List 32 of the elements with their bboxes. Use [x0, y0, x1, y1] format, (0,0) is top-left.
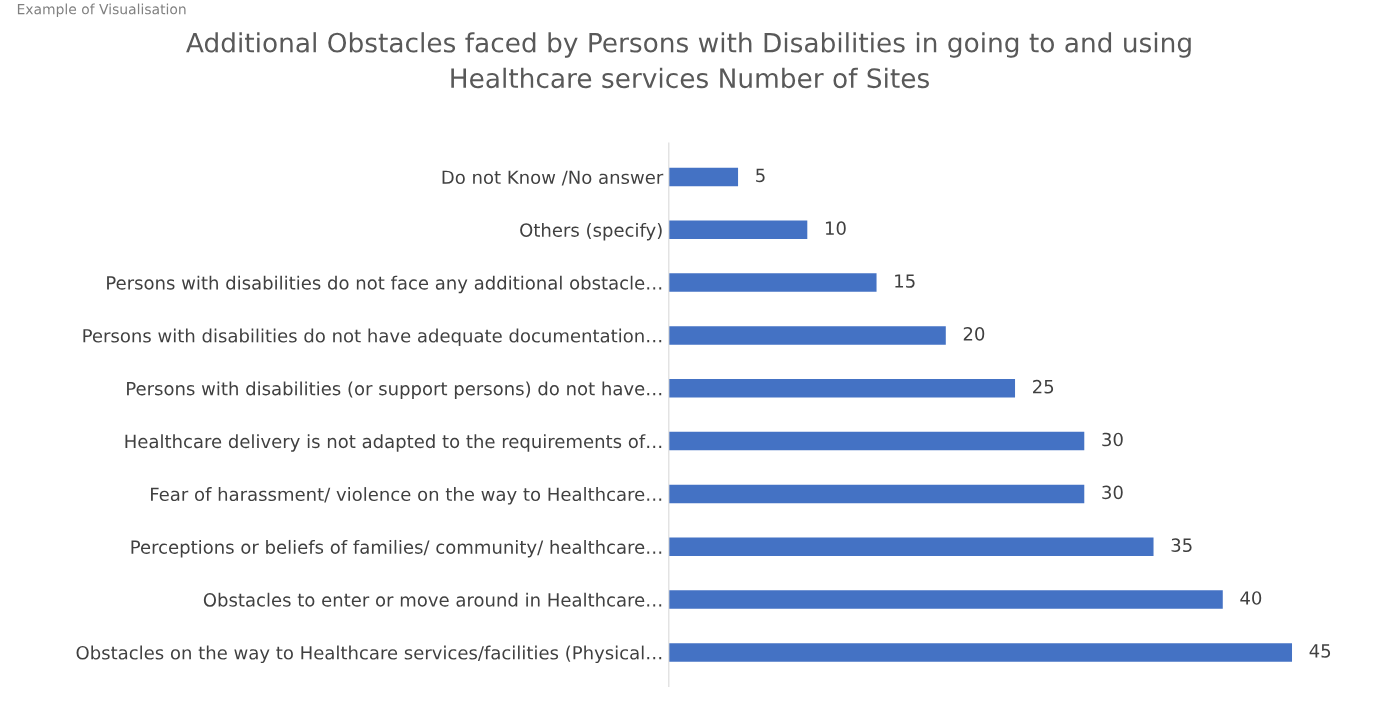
bar [668, 220, 808, 240]
bar [668, 537, 1154, 557]
y-tick-label: Persons with disabilities do not have adequate documentation… [83, 328, 662, 347]
y-tick-label: Fear of harassment/ violence on the way to Healthcare… [151, 487, 662, 505]
bar [668, 643, 1293, 662]
bar [668, 326, 946, 345]
y-tick-label: Persons with disabilities (or support persons) do not have… [127, 381, 662, 399]
y-tick-label: Perceptions or beliefs of families/ community/ healthcare… [131, 539, 662, 558]
bar [668, 431, 1085, 451]
data-label: 45 [1309, 644, 1331, 658]
y-tick-label: Obstacles to enter or move around in Healthcare… [203, 592, 662, 607]
data-label: 35 [1171, 538, 1192, 553]
bar [668, 590, 1223, 609]
y-tick-label: Obstacles on the way to Healthcare services/facilities (Physical… [76, 645, 662, 664]
data-label: 25 [1033, 379, 1054, 394]
bar [668, 167, 739, 187]
chart-title: Additional Obstacles faced by Persons with Disabilities in going to and using Healthcare services Number of Sites [186, 32, 1191, 89]
data-label: 20 [963, 327, 985, 341]
y-tick-label: Persons with disabilities do not face any additional obstacle… [107, 275, 662, 294]
data-label: 10 [825, 221, 846, 236]
data-label: 5 [756, 168, 765, 183]
bar [668, 379, 1016, 398]
data-label: 40 [1240, 591, 1262, 605]
data-label: 15 [895, 274, 915, 288]
text: Example of Visualisation [17, 3, 186, 18]
bar [668, 484, 1085, 504]
y-tick-label: Do not Know /No answer [442, 170, 664, 186]
y-tick-label: Healthcare delivery is not adapted to the requirements of… [125, 434, 662, 452]
data-label: 30 [1102, 485, 1123, 500]
y-tick-label: Others (specify) [520, 222, 662, 241]
data-label: 30 [1102, 432, 1123, 447]
bar [668, 273, 877, 292]
